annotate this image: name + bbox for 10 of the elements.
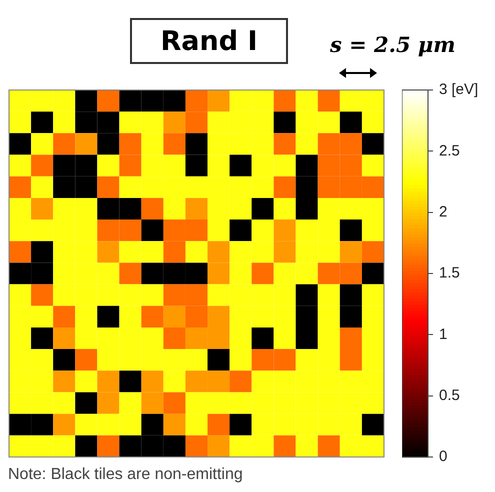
text: s = 2.5 μm [330,32,456,57]
chart-title: Rand I [130,18,288,64]
color-bar-label: 1 [439,326,448,343]
color-bar-label: 2 [439,203,448,220]
text: Note: Black tiles are non-emitting [8,466,243,484]
color-bar-label: 1.5 [439,264,460,282]
color-bar-label: 0.5 [439,386,460,404]
color-bar-label: 0 [439,448,448,466]
color-bar-label: 3 [eV] [439,81,478,98]
color-bar-label: 2.5 [439,142,460,160]
